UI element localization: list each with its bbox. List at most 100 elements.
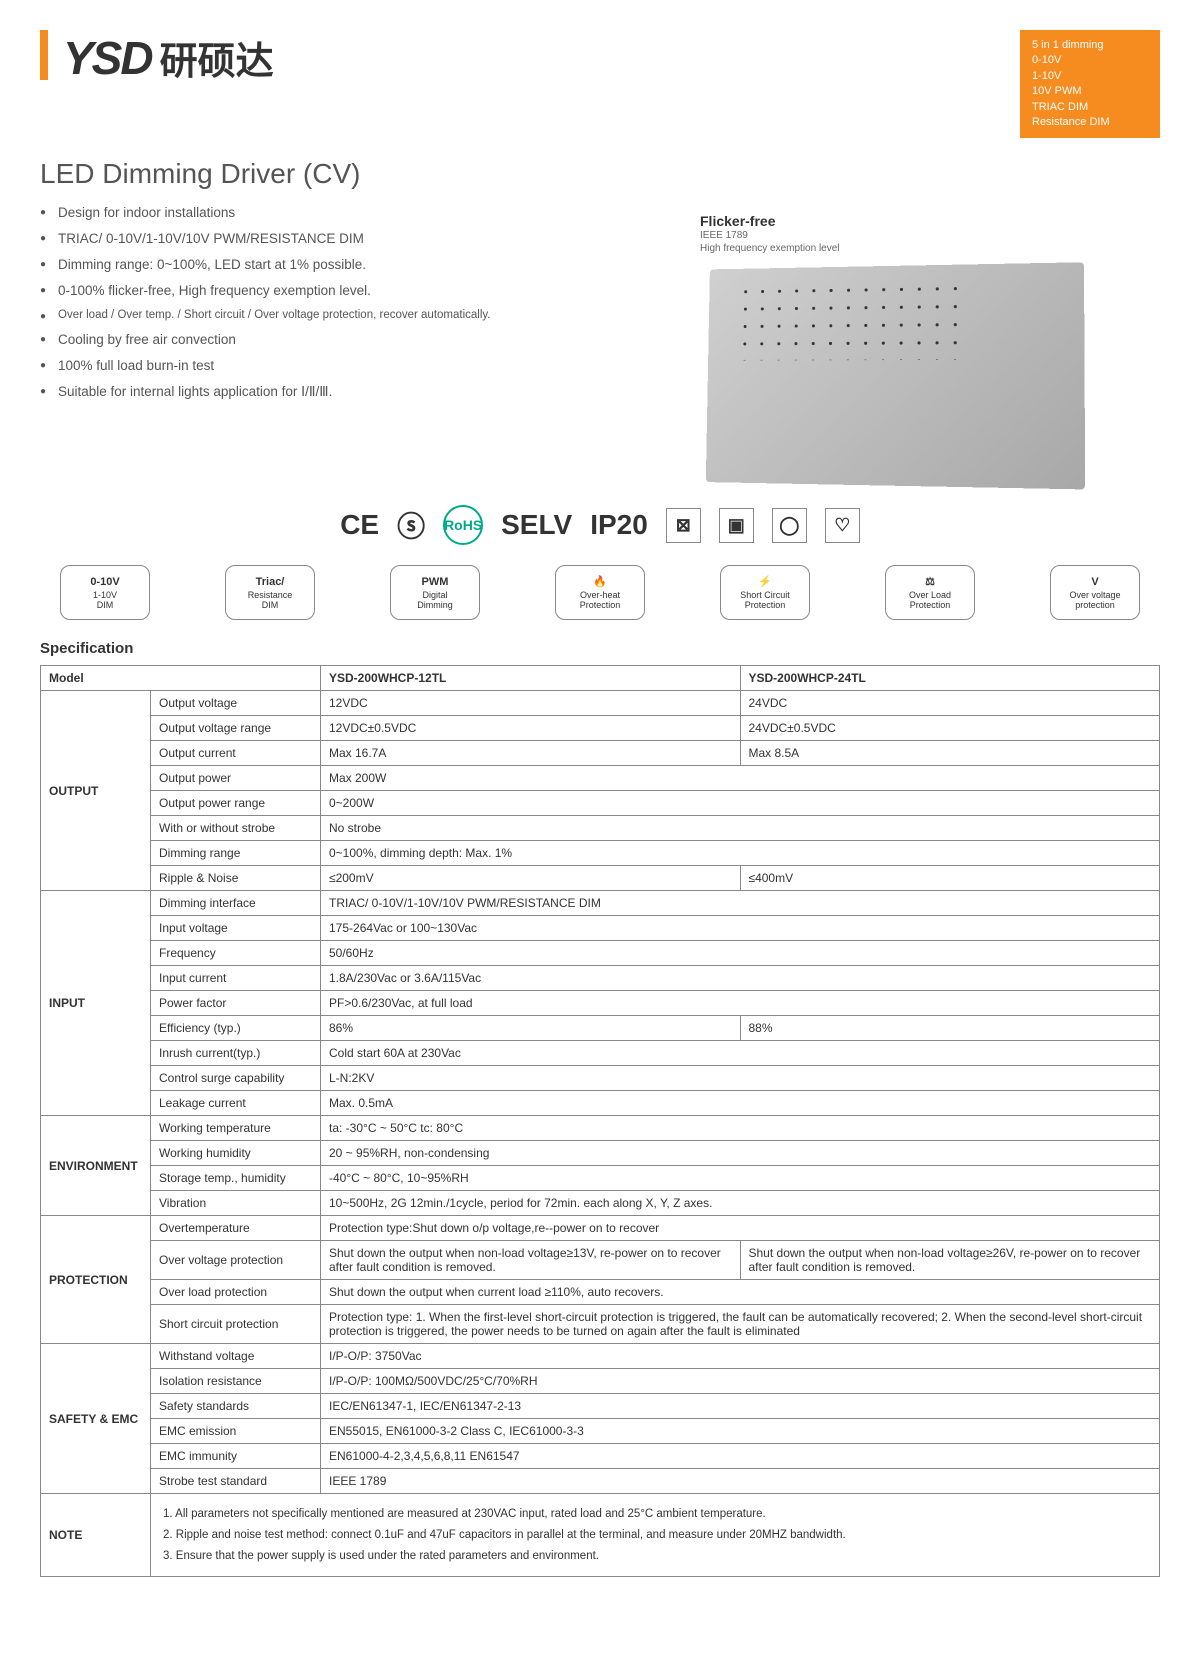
param-label: With or without strobe (151, 816, 321, 841)
param-value: Protection type:Shut down o/p voltage,re… (321, 1216, 1160, 1241)
cert-row: CEⓢRoHSSELVIP20⊠▣◯♡ (40, 505, 1160, 545)
cert-icon: CE (340, 505, 379, 545)
header: YSD 研硕达 5 in 1 dimming 0-10V 1-10V 10V P… (40, 30, 1160, 138)
param-label: Ripple & Noise (151, 866, 321, 891)
product-image (706, 263, 1085, 490)
param-value: EN61000-4-2,3,4,5,6,8,11 EN61547 (321, 1444, 1160, 1469)
cert-icon: ▣ (719, 508, 754, 543)
flicker-sub2: High frequency exemption level (700, 242, 1160, 255)
model-label: Model (41, 666, 321, 691)
feature-badge: PWMDigitalDimming (390, 565, 480, 620)
param-value: 175-264Vac or 100~130Vac (321, 916, 1160, 941)
param-label: Input voltage (151, 916, 321, 941)
param-value: 10~500Hz, 2G 12min./1cycle, period for 7… (321, 1191, 1160, 1216)
param-value: 0~100%, dimming depth: Max. 1% (321, 841, 1160, 866)
param-value: Protection type: 1. When the first-level… (321, 1305, 1160, 1344)
param-label: Leakage current (151, 1091, 321, 1116)
param-value: L-N:2KV (321, 1066, 1160, 1091)
param-label: EMC emission (151, 1419, 321, 1444)
cert-icon: SELV (501, 505, 572, 545)
model-1: YSD-200WHCP-12TL (321, 666, 741, 691)
notes: 1. All parameters not specifically menti… (151, 1494, 1160, 1577)
param-value: 86% (321, 1016, 741, 1041)
feature-badge: Triac/ResistanceDIM (225, 565, 315, 620)
feature-badge: 🔥Over-heatProtection (555, 565, 645, 620)
param-label: Short circuit protection (151, 1305, 321, 1344)
feature-item: TRIAC/ 0-10V/1-10V/10V PWM/RESISTANCE DI… (40, 231, 670, 246)
param-label: Working humidity (151, 1141, 321, 1166)
param-label: Dimming range (151, 841, 321, 866)
param-value: 12VDC±0.5VDC (321, 716, 741, 741)
param-value: Cold start 60A at 230Vac (321, 1041, 1160, 1066)
param-label: Overtemperature (151, 1216, 321, 1241)
dim-line: 1-10V (1032, 69, 1148, 84)
feature-list: Design for indoor installations TRIAC/ 0-… (40, 205, 670, 485)
param-label: Strobe test standard (151, 1469, 321, 1494)
param-value: I/P-O/P: 3750Vac (321, 1344, 1160, 1369)
feature-item: 100% full load burn-in test (40, 358, 670, 373)
accent-bar (40, 30, 48, 80)
param-label: Storage temp., humidity (151, 1166, 321, 1191)
feature-badge: ⚡Short CircuitProtection (720, 565, 810, 620)
param-value: ta: -30°C ~ 50°C tc: 80°C (321, 1116, 1160, 1141)
param-value: IEC/EN61347-1, IEC/EN61347-2-13 (321, 1394, 1160, 1419)
param-value: 50/60Hz (321, 941, 1160, 966)
param-value: EN55015, EN61000-3-2 Class C, IEC61000-3… (321, 1419, 1160, 1444)
param-value: 24VDC±0.5VDC (740, 716, 1160, 741)
feature-item: 0-100% flicker-free, High frequency exem… (40, 283, 670, 298)
section-INPUT: INPUT (41, 891, 151, 1116)
param-value: Shut down the output when current load ≥… (321, 1280, 1160, 1305)
param-value: 20 ~ 95%RH, non-condensing (321, 1141, 1160, 1166)
section-OUTPUT: OUTPUT (41, 691, 151, 891)
logo-cn: 研硕达 (160, 30, 274, 85)
logo-text: YSD (63, 31, 152, 85)
param-value: PF>0.6/230Vac, at full load (321, 991, 1160, 1016)
param-label: Safety standards (151, 1394, 321, 1419)
feature-item: Design for indoor installations (40, 205, 670, 220)
section-ENVIRONMENT: ENVIRONMENT (41, 1116, 151, 1216)
param-label: Output power range (151, 791, 321, 816)
feature-badge: ⚖Over LoadProtection (885, 565, 975, 620)
feature-item: Suitable for internal lights application… (40, 384, 670, 400)
feature-item: Dimming range: 0~100%, LED start at 1% p… (40, 257, 670, 272)
cert-icon: ♡ (825, 508, 860, 543)
flicker-sub1: IEEE 1789 (700, 229, 1160, 242)
param-value: IEEE 1789 (321, 1469, 1160, 1494)
logo-area: YSD 研硕达 (40, 30, 274, 85)
param-value: Shut down the output when non-load volta… (740, 1241, 1160, 1280)
param-value: I/P-O/P: 100MΩ/500VDC/25°C/70%RH (321, 1369, 1160, 1394)
model-2: YSD-200WHCP-24TL (740, 666, 1160, 691)
note-label: NOTE (41, 1494, 151, 1577)
param-label: Isolation resistance (151, 1369, 321, 1394)
param-value: -40°C ~ 80°C, 10~95%RH (321, 1166, 1160, 1191)
param-label: EMC immunity (151, 1444, 321, 1469)
feature-item: Cooling by free air convection (40, 332, 670, 347)
dimming-box: 5 in 1 dimming 0-10V 1-10V 10V PWM TRIAC… (1020, 30, 1160, 138)
product-area: Flicker-free IEEE 1789 High frequency ex… (700, 205, 1160, 485)
param-label: Output voltage (151, 691, 321, 716)
param-label: Dimming interface (151, 891, 321, 916)
param-label: Power factor (151, 991, 321, 1016)
page-title: LED Dimming Driver (CV) (40, 158, 1160, 190)
param-label: Efficiency (typ.) (151, 1016, 321, 1041)
param-label: Withstand voltage (151, 1344, 321, 1369)
param-value: No strobe (321, 816, 1160, 841)
cert-icon: IP20 (590, 505, 648, 545)
dim-line: 10V PWM (1032, 84, 1148, 99)
param-value: 24VDC (740, 691, 1160, 716)
param-label: Frequency (151, 941, 321, 966)
logo: YSD 研硕达 (63, 30, 274, 85)
feature-item: Over load / Over temp. / Short circuit /… (40, 309, 670, 321)
param-label: Control surge capability (151, 1066, 321, 1091)
param-label: Over voltage protection (151, 1241, 321, 1280)
param-value: Max 16.7A (321, 741, 741, 766)
cert-icon: ◯ (772, 508, 807, 543)
param-value: Max. 0.5mA (321, 1091, 1160, 1116)
content-row: Design for indoor installations TRIAC/ 0-… (40, 205, 1160, 485)
param-value: 12VDC (321, 691, 741, 716)
param-value: Max 200W (321, 766, 1160, 791)
param-label: Output current (151, 741, 321, 766)
cert-icon: RoHS (443, 505, 483, 545)
dim-title: 5 in 1 dimming (1032, 38, 1148, 53)
param-value: 1.8A/230Vac or 3.6A/115Vac (321, 966, 1160, 991)
